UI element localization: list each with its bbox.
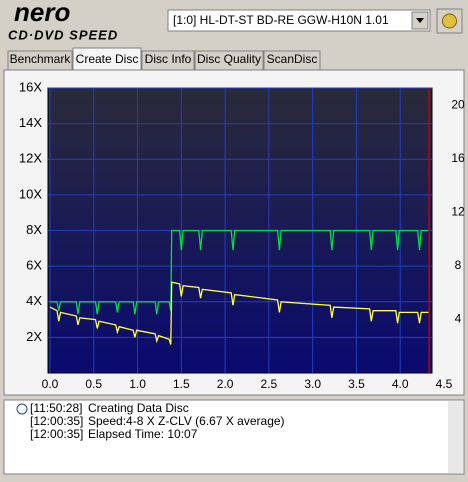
log-text: Speed:4-8 X Z-CLV (6.67 X average) [88, 414, 285, 428]
x-tick-label: 3.5 [348, 377, 365, 391]
y2-tick-label: 16 [451, 151, 465, 165]
x-tick-label: 0.0 [42, 377, 59, 391]
series-line [50, 229, 430, 315]
log-time: [12:00:35] [30, 427, 83, 441]
y-tick-label: 16X [19, 79, 42, 94]
x-tick-label: 4.0 [392, 377, 409, 391]
eject-icon [442, 13, 457, 29]
y-tick-label: 4X [26, 293, 42, 308]
logo-sub: CD·DVD SPEED [8, 27, 118, 42]
x-tick-label: 0.5 [85, 377, 102, 391]
y2-tick-label: 8 [455, 258, 462, 272]
tab-label: Disc Info [145, 52, 192, 66]
log-text: Creating Data Disc [88, 401, 189, 415]
y2-tick-label: 12 [451, 205, 465, 219]
x-tick-label: 1.5 [173, 377, 190, 391]
logo: nero [14, 0, 70, 27]
drive-text: [1:0] HL-DT-ST BD-RE GGW-H10N 1.01 [173, 13, 389, 27]
log-panel [3, 399, 465, 475]
y-tick-label: 2X [26, 329, 42, 344]
x-tick-label: 2.5 [261, 377, 278, 391]
y-tick-label: 14X [19, 115, 42, 130]
series-line [49, 281, 430, 345]
tab-label: ScanDisc [267, 52, 318, 66]
x-tick-label: 2.0 [217, 377, 234, 391]
x-tick-label: 3.0 [304, 377, 321, 391]
y-tick-label: 6X [26, 258, 42, 273]
dropdown-arrow [416, 18, 424, 23]
tab-label: Disc Quality [197, 52, 261, 66]
y2-tick-label: 4 [455, 312, 462, 326]
log-text: Elapsed Time: 10:07 [88, 427, 198, 441]
x-tick-label: 4.5 [436, 377, 453, 391]
drive-select[interactable] [167, 9, 431, 32]
y2-tick-label: 20 [451, 98, 465, 112]
y-tick-label: 10X [19, 186, 42, 201]
tab-label: Benchmark [10, 52, 72, 66]
log-time: [12:00:35] [30, 414, 83, 428]
x-tick-label: 1.0 [129, 377, 146, 391]
y-tick-label: 8X [26, 222, 42, 237]
log-icon [16, 403, 28, 415]
y-tick-label: 12X [19, 151, 42, 166]
scrollbar[interactable] [448, 401, 463, 473]
log-time: [11:50:28] [30, 401, 83, 415]
tab-label: Create Disc [76, 52, 139, 66]
